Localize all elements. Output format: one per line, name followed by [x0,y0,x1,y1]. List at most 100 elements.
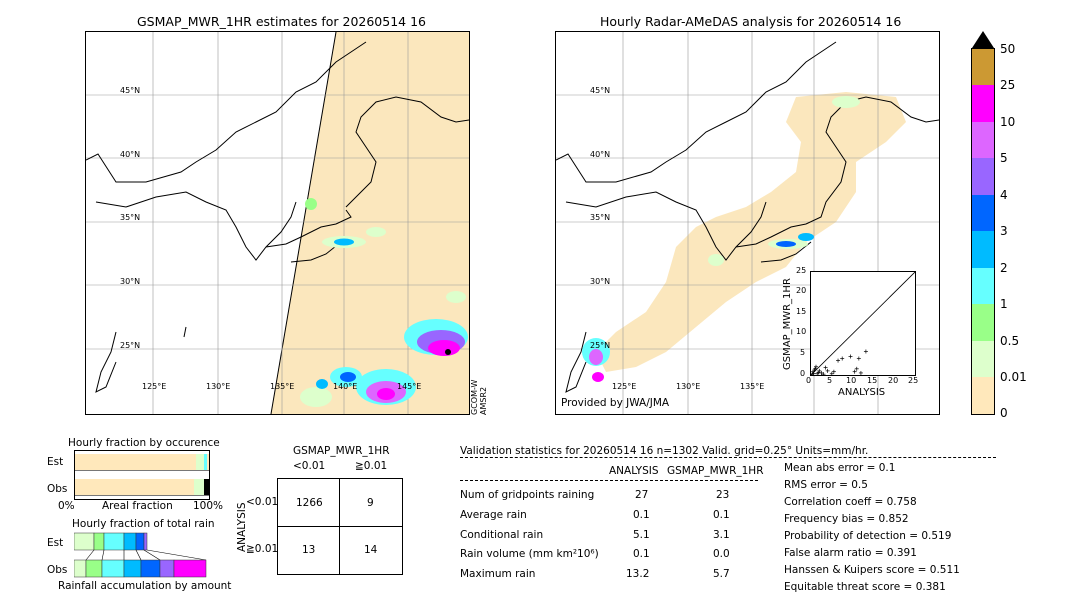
colorbar [971,48,995,415]
fraction-occurrence-frame [74,450,210,500]
colorbar-label: 3 [1000,224,1008,238]
validation-row-label: Rain volume (mm km²10⁶) [460,548,599,560]
total-obs-bar [74,559,207,578]
scatter-ytick: 0 [800,369,806,378]
colorbar-seg-0-001 [972,377,994,414]
validation-row-label: Conditional rain [460,529,544,541]
colorbar-seg-4-5 [972,158,994,195]
scatter-ytick: 10 [796,327,807,336]
scatter-point [852,369,857,374]
validation-score: Frequency bias = 0.852 [784,513,909,525]
scatter-xtick: 15 [867,376,878,385]
scatter-point [825,368,830,373]
scatter-point [816,370,821,375]
colorbar-label: 1 [1000,297,1008,311]
colorbar-label: 10 [1000,115,1016,129]
left-lat-label-30: 30°N [120,277,141,286]
validation-col-gsmap: GSMAP_MWR_1HR [667,465,764,477]
left-rain-patches [300,198,468,407]
right-coastlines [556,41,939,393]
right-map: 45°N 40°N 35°N 30°N 25°N 125°E 130°E 135… [555,31,940,415]
fraction-total-chart [74,532,207,578]
validation-row-label: Average rain [460,509,527,521]
validation-header-rule [460,457,996,458]
right-lat-label-30: 30°N [590,277,611,286]
right-lon-label-125: 125°E [612,382,637,391]
validation-row-analysis: 0.1 [633,548,650,560]
scatter-point [863,349,868,354]
scatter-xtick: 20 [888,376,899,385]
left-lat-label-25: 25°N [120,341,141,350]
scatter-point [856,356,861,361]
swath-area [271,32,469,414]
colorbar-seg-3-4 [972,195,994,231]
validation-score: Hanssen & Kuipers score = 0.511 [784,564,960,576]
scatter-point [854,366,859,371]
sensor-label: GCOM-W AMSR2 [470,379,488,415]
occurrence-est-wet2 [204,454,207,470]
validation-score: Probability of detection = 0.519 [784,530,952,542]
validation-row-gsmap: 5.7 [713,568,730,580]
contingency-row-header: <0.01 [246,496,279,508]
colorbar-seg-25-50 [972,49,994,85]
colorbar-seg-5-10 [972,122,994,158]
left-gridlines [86,32,469,414]
validation-row-analysis: 0.1 [633,509,650,521]
scatter-point [823,365,828,370]
occurrence-obs-wet [194,479,204,495]
scatter-xtick: 0 [806,376,812,385]
colorbar-seg-10-25 [972,85,994,122]
colorbar-label: 0 [1000,406,1008,420]
scatter-point [858,370,863,375]
scatter-point [812,368,817,373]
left-lon-label-135: 135°E [270,382,295,391]
right-map-title: Hourly Radar-AMeDAS analysis for 2026051… [600,14,902,29]
validation-row-analysis: 13.2 [626,568,650,580]
contingency-cell: 9 [367,497,374,509]
fraction-total-axis-label: Rainfall accumulation by amount [58,580,232,592]
scatter-point [821,372,826,375]
fraction-row-est: Est [47,456,64,468]
validation-score: Correlation coeff = 0.758 [784,496,917,508]
colorbar-label: 5 [1000,151,1008,165]
colorbar-label: 50 [1000,42,1016,56]
left-lat-label-40: 40°N [120,150,141,159]
occurrence-est-wet [196,454,206,470]
scatter-point [836,358,841,363]
validation-row-analysis: 5.1 [633,529,650,541]
occurrence-obs-bar [75,479,209,496]
fraction-total-row-est: Est [47,537,64,549]
scatter-point [831,369,836,374]
fraction-row-obs: Obs [47,483,68,495]
left-lat-label-35: 35°N [120,213,141,222]
colorbar-label: 25 [1000,78,1016,92]
right-lat-label-45: 45°N [590,86,611,95]
scatter-inset [810,271,916,376]
left-map-title: GSMAP_MWR_1HR estimates for 20260514 16 [137,14,426,29]
validation-col-analysis: ANALYSIS [609,465,659,477]
fraction-axis-left: 0% [58,500,75,512]
validation-score: False alarm ratio = 0.391 [784,547,917,559]
validation-col-rule [460,480,758,481]
left-lon-label-145: 145°E [397,382,422,391]
validation-score: Equitable threat score = 0.381 [784,581,946,593]
colorbar-seg-001-05 [972,341,994,377]
left-map-canvas [86,32,469,414]
scatter-point [829,371,834,375]
scatter-point [840,356,845,361]
right-lat-label-40: 40°N [590,150,611,159]
right-lat-label-35: 35°N [590,213,611,222]
validation-header: Validation statistics for 20260514 16 n=… [460,445,869,457]
scatter-ytick: 5 [800,348,806,357]
occurrence-obs-wet2 [204,479,209,495]
scatter-xtick: 5 [827,376,833,385]
scatter-xtick: 25 [908,376,919,385]
right-lat-label-25: 25°N [590,341,611,350]
contingency-row-header: ≧0.01 [246,543,279,555]
colorbar-seg-2-3 [972,231,994,268]
validation-row-label: Maximum rain [460,568,536,580]
colorbar-label: 2 [1000,261,1008,275]
contingency-col-header: ≧0.01 [355,460,388,472]
fraction-total-row-obs: Obs [47,564,68,576]
scatter-xtick: 10 [846,376,857,385]
